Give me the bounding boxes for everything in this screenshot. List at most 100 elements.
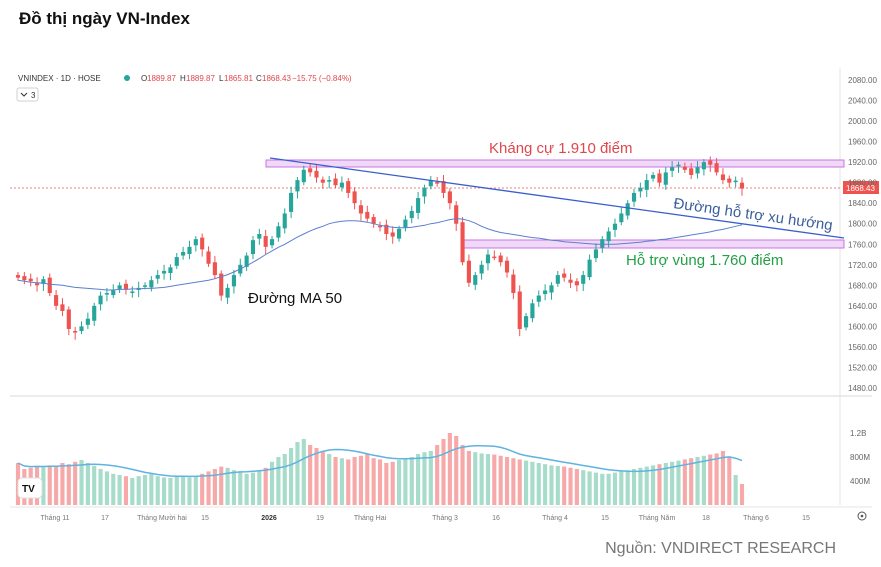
volume-bar (358, 455, 364, 505)
candle (416, 191, 421, 220)
volume-bar (98, 469, 103, 505)
volume-bar (257, 470, 262, 505)
volume-bar (543, 464, 548, 505)
volume-bar (689, 458, 694, 505)
candle (282, 208, 287, 234)
price-tick-label: 1720.00 (848, 261, 877, 270)
volume-bar (225, 467, 230, 505)
candle (727, 175, 732, 188)
time-tick-label: 19 (316, 515, 324, 522)
time-tick-label: Tháng 4 (542, 515, 568, 522)
price-tick-label: 2080.00 (848, 76, 877, 85)
candle (333, 173, 338, 189)
volume-bar (250, 472, 256, 505)
tradingview-logo[interactable]: TV (17, 477, 43, 499)
time-tick-label: Tháng 11 (40, 515, 69, 522)
candle (498, 252, 503, 267)
volume-bar (504, 457, 510, 505)
volume-bar (111, 473, 116, 505)
volume-bar (212, 469, 217, 505)
candle (619, 207, 624, 226)
symbol-label[interactable]: VNINDEX · 1D · HOSE (18, 74, 101, 83)
candle (396, 225, 402, 242)
candle (549, 282, 554, 300)
candle (511, 269, 516, 300)
time-tick-label: Tháng Mười hai (137, 515, 187, 522)
candle (562, 268, 567, 282)
candle (22, 271, 27, 285)
volume-bar (365, 454, 370, 505)
candle (517, 285, 522, 337)
volume-bar (238, 471, 243, 505)
volume-bar (339, 458, 344, 505)
candle (193, 236, 198, 252)
volume-bar (73, 461, 78, 505)
volume-bar (651, 465, 656, 505)
volume-bar (219, 466, 224, 505)
volume-bar (454, 436, 459, 505)
ohlc-high-value: 1889.87 (186, 74, 215, 83)
volume-bar (187, 477, 192, 505)
candle (536, 290, 541, 307)
candle (231, 269, 236, 294)
volume-bar (638, 467, 643, 505)
price-tick-label: 1880.00 (848, 179, 877, 188)
candle (739, 177, 745, 196)
volume-bar (644, 466, 649, 505)
candle (403, 215, 408, 232)
candle (123, 279, 129, 295)
volume-bar (396, 460, 402, 505)
volume-bar (530, 461, 535, 505)
ma50-annotation: Đường MA 50 (248, 290, 342, 307)
volume-bar (701, 455, 706, 505)
last-price-badge-text: 1868.43 (846, 184, 875, 193)
candle (212, 256, 217, 280)
volume-bar (593, 472, 598, 505)
time-tick-label: 15 (601, 515, 609, 522)
candle (98, 291, 103, 311)
ohlc-close-label: C (256, 74, 262, 83)
candle (66, 306, 71, 336)
volume-bar (581, 470, 586, 505)
candle (257, 228, 262, 245)
source-note: Nguồn: VNDIRECT RESEARCH (605, 540, 836, 557)
candle (441, 174, 446, 199)
candle (346, 178, 351, 199)
candle (733, 176, 738, 188)
candle (555, 270, 560, 287)
volume-bar (441, 439, 446, 505)
volume-bar (295, 442, 300, 505)
candle (162, 264, 167, 280)
candle (612, 218, 618, 238)
candle (339, 176, 344, 192)
price-tick-label: 1520.00 (848, 363, 877, 372)
candle (92, 302, 97, 326)
volume-bar (263, 467, 268, 505)
candle (720, 168, 726, 185)
volume-bar (193, 476, 198, 505)
candle (327, 175, 332, 189)
time-tick-label: Tháng Hai (354, 515, 387, 522)
time-tick-label: 17 (101, 515, 109, 522)
candle (155, 269, 160, 284)
time-tick-label: 2026 (261, 515, 277, 522)
volume-bar (149, 473, 154, 505)
candle (219, 270, 224, 301)
candle (676, 161, 681, 173)
volume-bar (41, 466, 46, 505)
volume-bar (549, 465, 554, 505)
volume-bar (276, 457, 281, 505)
volume-bar (466, 451, 471, 505)
candle (377, 221, 383, 232)
collapse-indicators-button[interactable]: 3 (16, 87, 39, 102)
volume-bar (308, 445, 313, 505)
volume-bar (606, 473, 611, 505)
candle (714, 158, 719, 176)
candle (504, 256, 510, 278)
volume-bar (403, 459, 408, 505)
candle (60, 298, 65, 317)
volume-bar (155, 476, 160, 505)
settings-gear-icon[interactable] (857, 511, 867, 521)
last-price-badge (843, 181, 879, 194)
ohlc-close-value: 1868.43 (262, 74, 291, 83)
